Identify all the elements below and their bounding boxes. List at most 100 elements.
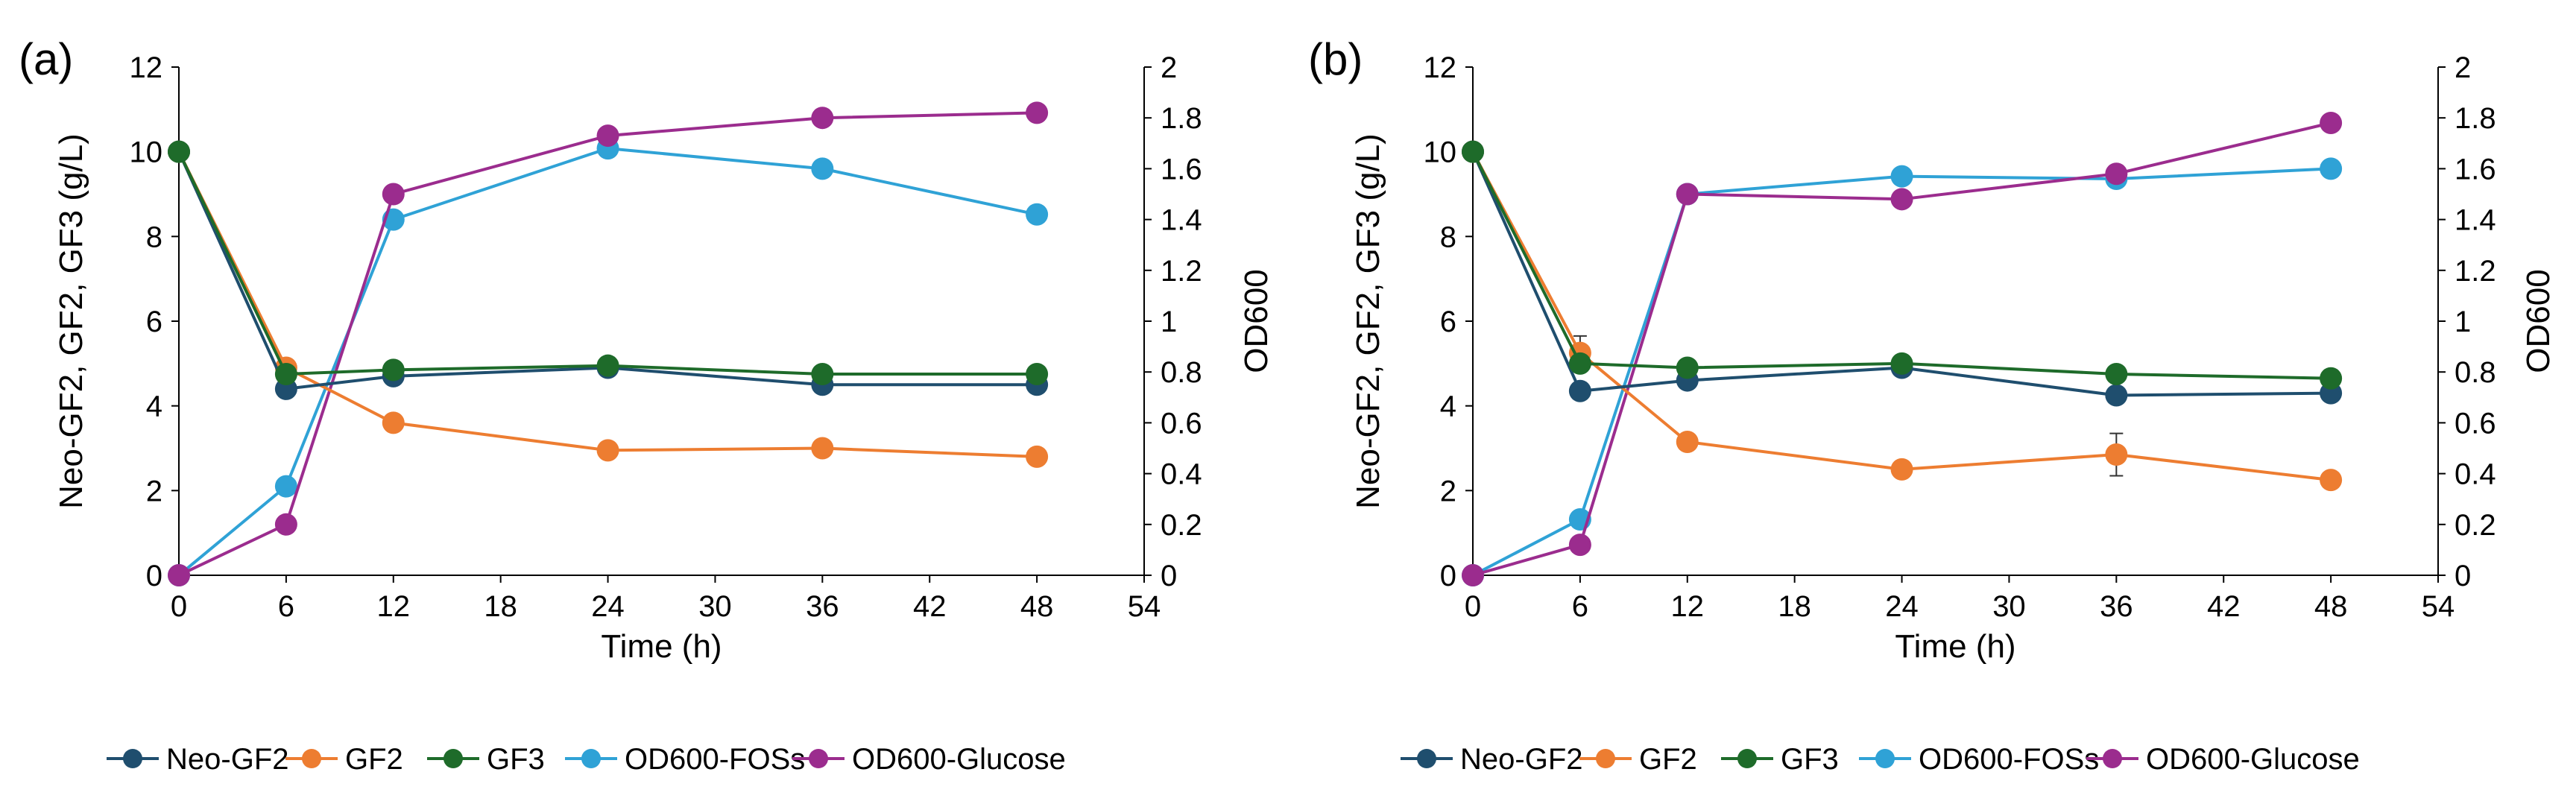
- data-point-gf3: [168, 140, 190, 163]
- series-od600-glucose: [168, 101, 1049, 586]
- legend-item-od600-foss: OD600-FOSs: [565, 743, 805, 776]
- y-tick-label: 8: [146, 221, 162, 253]
- y2-tick-label: 1.8: [1161, 102, 1202, 135]
- data-point-gf3: [596, 354, 619, 377]
- series-line-gf3: [1471, 151, 2332, 380]
- x-tick-label: 36: [2100, 590, 2133, 623]
- data-point-od600-glucose: [1676, 183, 1699, 206]
- y2-tick-label: 0.2: [1161, 509, 1202, 542]
- x-axis-title: Time (h): [601, 628, 722, 665]
- legend-marker: [443, 749, 463, 768]
- data-point-od600-glucose: [168, 564, 190, 586]
- series-line-gf2: [177, 151, 1038, 458]
- x-tick-label: 30: [1992, 590, 2026, 623]
- series-od600-glucose: [1462, 112, 2343, 586]
- data-point-od600-glucose: [274, 513, 297, 536]
- series-line-gf2: [1471, 151, 2332, 482]
- series-line-neo-gf2: [1471, 151, 2332, 397]
- data-point-gf2: [2320, 469, 2343, 492]
- data-point-od600-glucose: [2105, 162, 2128, 186]
- y-tick-label: 0: [1440, 560, 1456, 592]
- y-tick-label: 12: [130, 51, 163, 84]
- legend-marker: [581, 749, 601, 768]
- x-tick-label: 12: [377, 590, 411, 623]
- data-point-gf3: [2105, 363, 2128, 386]
- y-tick-label: 6: [1440, 306, 1456, 338]
- series-gf3: [168, 140, 1049, 386]
- series-line-od600-foss: [177, 147, 1038, 577]
- legend: Neo-GF2 GF2 GF3 OD600-FOSs OD600-Glucose: [107, 743, 1066, 776]
- series-line-neo-gf2: [177, 151, 1038, 391]
- x-tick-label: 0: [171, 590, 187, 623]
- y2-tick-label: 0.8: [1161, 356, 1202, 389]
- x-tick-label: 12: [1671, 590, 1705, 623]
- data-point-gf3: [1676, 356, 1699, 379]
- y-tick-label: 0: [146, 560, 162, 592]
- legend-item-od600-glucose: OD600-Glucose: [2086, 743, 2360, 776]
- legend-marker: [1737, 749, 1757, 768]
- y2-tick-label: 0.6: [2455, 407, 2496, 440]
- data-point-gf2: [1890, 458, 1913, 481]
- data-point-od600-foss: [1026, 203, 1049, 226]
- x-tick-label: 24: [591, 590, 625, 623]
- data-point-gf3: [274, 363, 297, 386]
- legend-item-gf2: GF2: [285, 743, 403, 776]
- x-tick-label: 54: [1128, 590, 1161, 623]
- legend-label: Neo-GF2: [1460, 743, 1583, 776]
- data-point-od600-glucose: [811, 107, 834, 130]
- y2-tick-label: 0.2: [2455, 509, 2496, 542]
- data-point-gf3: [1462, 140, 1484, 163]
- panel-a: 0 6 12 18 24 30 36 42 48 5402468101200.20.40.60.8…: [19, 34, 1275, 776]
- legend-marker: [1417, 749, 1436, 768]
- legend-marker: [809, 749, 828, 768]
- y2-tick-label: 2: [2455, 51, 2471, 84]
- legend: Neo-GF2 GF2 GF3 OD600-FOSs OD600-Glucose: [1401, 743, 2360, 776]
- data-point-od600-glucose: [1568, 534, 1591, 557]
- x-tick-label: 0: [1465, 590, 1481, 623]
- y-tick-label: 12: [1424, 51, 1457, 84]
- data-point-od600-glucose: [382, 183, 405, 206]
- data-point-gf2: [596, 439, 619, 462]
- legend-label: OD600-FOSs: [625, 743, 805, 776]
- legend-item-gf3: GF3: [427, 743, 545, 776]
- legend-item-gf3: GF3: [1721, 743, 1839, 776]
- y2-tick-label: 1: [1161, 306, 1177, 338]
- data-point-gf3: [1026, 363, 1049, 386]
- legend-marker: [2103, 749, 2122, 768]
- y-tick-label: 4: [146, 390, 162, 423]
- y2-tick-label: 1.2: [2455, 255, 2496, 288]
- x-tick-label: 6: [1572, 590, 1588, 623]
- y2-tick-label: 1.4: [2455, 204, 2496, 237]
- data-point-od600-glucose: [2320, 112, 2343, 135]
- x-tick-label: 18: [484, 590, 517, 623]
- data-point-gf2: [382, 411, 405, 434]
- y2-tick-label: 1.6: [1161, 153, 1202, 186]
- data-point-neo-gf2: [1568, 379, 1591, 402]
- y2-tick-label: 0.4: [2455, 458, 2496, 491]
- y2-tick-label: 1.4: [1161, 204, 1202, 237]
- data-point-od600-glucose: [1462, 564, 1484, 586]
- legend-label: Neo-GF2: [166, 743, 289, 776]
- data-point-od600-glucose: [1890, 188, 1913, 211]
- data-point-neo-gf2: [2105, 384, 2128, 407]
- y2-tick-label: 0: [2455, 560, 2471, 592]
- legend-item-neo-gf2: Neo-GF2: [1401, 743, 1583, 776]
- x-tick-label: 54: [2422, 590, 2455, 623]
- x-tick-label: 30: [698, 590, 732, 623]
- data-point-od600-glucose: [596, 124, 619, 148]
- legend-label: GF2: [1639, 743, 1697, 776]
- y-axis-title: Neo-GF2, GF2, GF3 (g/L): [1350, 133, 1386, 509]
- y2-axis-title: OD600: [2520, 269, 2557, 373]
- y2-axis-title: OD600: [1238, 269, 1275, 373]
- legend-label: GF3: [1781, 743, 1839, 776]
- panel-label: (a): [19, 34, 73, 84]
- data-point-gf3: [1890, 352, 1913, 375]
- data-point-od600-foss: [274, 475, 297, 498]
- x-tick-label: 6: [278, 590, 294, 623]
- y-tick-label: 4: [1440, 390, 1456, 423]
- data-point-gf2: [2105, 443, 2128, 466]
- y2-tick-label: 0.4: [1161, 458, 1202, 491]
- series-line-od600-glucose: [1472, 121, 2332, 577]
- data-point-od600-glucose: [1026, 101, 1049, 124]
